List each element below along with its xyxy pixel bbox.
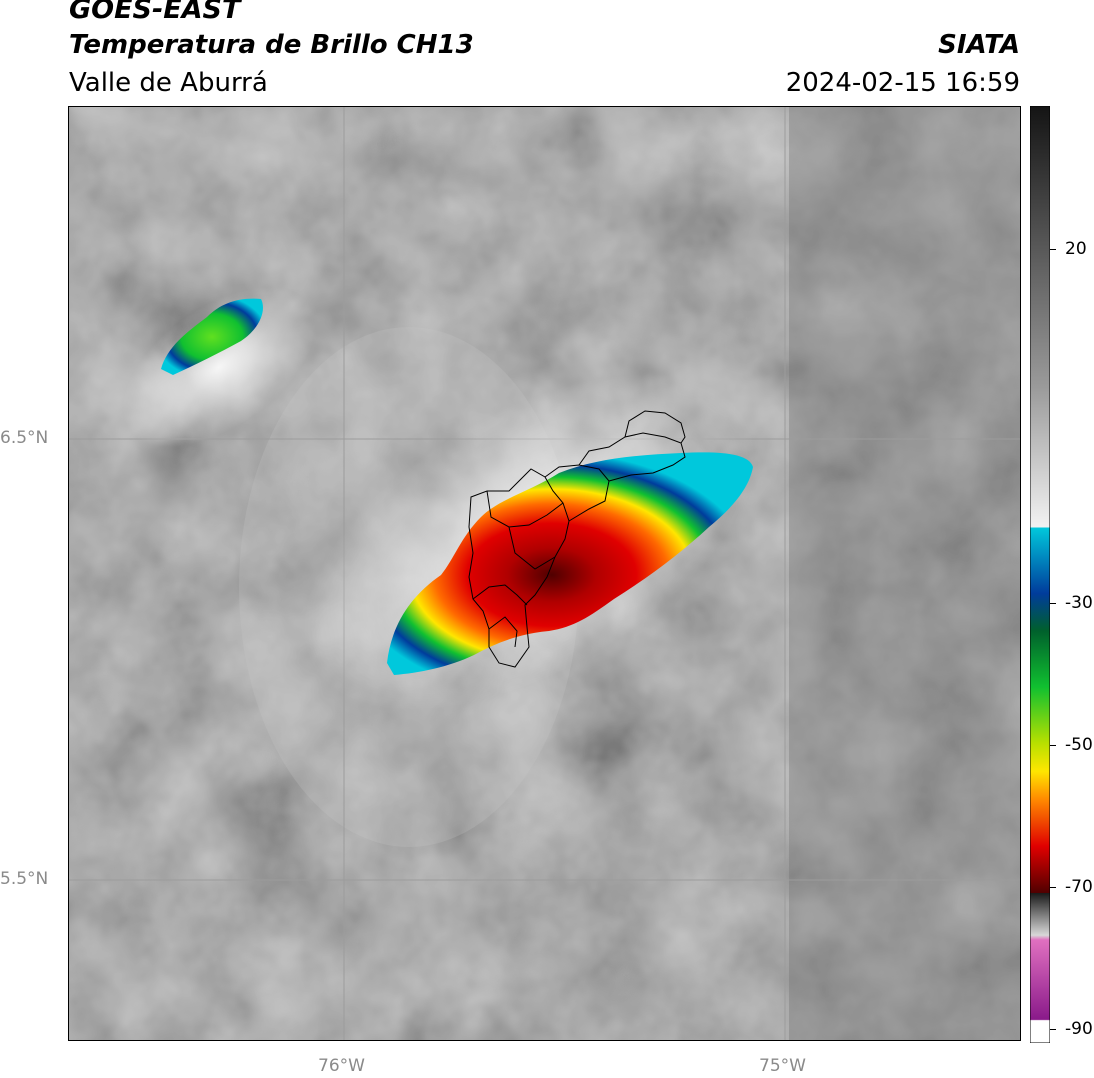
isolated-convective-cell — [161, 298, 263, 375]
colorbar-label-20: 20 — [1065, 239, 1087, 259]
small-cell-halo — [122, 287, 316, 447]
lat-label-6-5: 6.5°N — [0, 428, 49, 448]
colorbar-tick-minus90 — [1050, 1029, 1056, 1030]
lat-label-5-5: 5.5°N — [0, 869, 49, 889]
product-title: Temperatura de Brillo CH13 — [69, 30, 474, 60]
colorbar-tick-20 — [1050, 249, 1056, 250]
satellite-title: GOES-EAST — [69, 0, 241, 25]
satellite-map — [68, 106, 1021, 1041]
colorbar-label-minus50: -50 — [1065, 735, 1093, 755]
colorbar-tick-minus50 — [1050, 745, 1056, 746]
clear-sky-region — [789, 107, 1020, 1040]
lon-label-75: 75°W — [759, 1056, 806, 1076]
brightness-temperature-field — [69, 107, 1020, 1040]
region-subtitle: Valle de Aburrá — [69, 68, 268, 98]
temperature-colorbar — [1030, 106, 1050, 1043]
lon-label-76: 76°W — [318, 1056, 365, 1076]
colorbar-label-minus90: -90 — [1065, 1019, 1093, 1039]
colorbar-tick-minus30 — [1050, 603, 1056, 604]
colorbar-label-minus70: -70 — [1065, 877, 1093, 897]
municipal-boundaries — [468, 410, 686, 668]
colorbar-tick-minus70 — [1050, 887, 1056, 888]
timestamp-label: 2024-02-15 16:59 — [785, 68, 1020, 98]
colorbar-label-minus30: -30 — [1065, 593, 1093, 613]
organization-label: SIATA — [938, 30, 1020, 60]
convective-storm-core — [387, 452, 753, 675]
